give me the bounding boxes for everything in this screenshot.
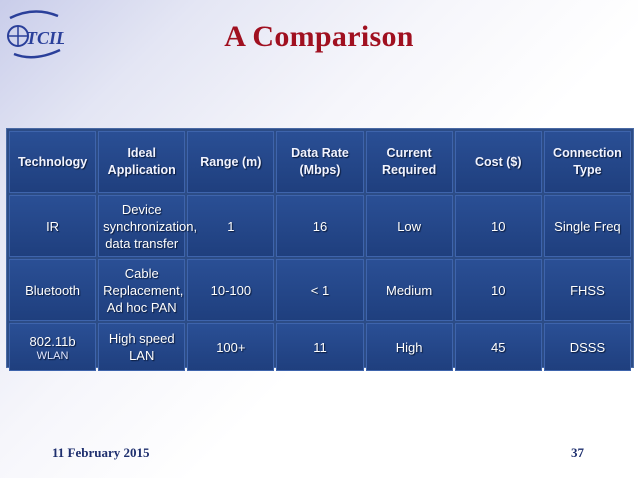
cell-technology: Bluetooth [9, 259, 97, 321]
cell-connection: Single Freq [543, 195, 631, 257]
cell-cost: 45 [454, 323, 542, 371]
cell-technology: IR [9, 195, 97, 257]
logo-text: TCIL [26, 28, 64, 48]
cell-cost: 10 [454, 195, 542, 257]
cell-range: 10-100 [187, 259, 275, 321]
header-cost: Cost ($) [454, 131, 542, 193]
page-number: 37 [571, 445, 584, 460]
cell-current: High [365, 323, 453, 371]
cell-rate: 16 [276, 195, 364, 257]
cell-rate: < 1 [276, 259, 364, 321]
cell-connection: FHSS [543, 259, 631, 321]
table-row: IR Device synchronization, data transfer… [9, 195, 631, 257]
footer-date: 11 February 2015 [52, 445, 150, 460]
header-technology: Technology [9, 131, 97, 193]
cell-connection: DSSS [543, 323, 631, 371]
cell-application: Device synchronization, data transfer [98, 195, 197, 257]
cell-cost: 10 [454, 259, 542, 321]
cell-current: Low [365, 195, 453, 257]
cell-technology: 802.11b WLAN [9, 323, 97, 371]
table-row: Bluetooth Cable Replacement, Ad hoc PAN … [9, 259, 631, 321]
header-rate: Data Rate (Mbps) [276, 131, 364, 193]
slide-title: A Comparison [224, 20, 414, 53]
cell-current: Medium [365, 259, 453, 321]
header-application: Ideal Application [98, 131, 186, 193]
cell-application: Cable Replacement, Ad hoc PAN [98, 259, 186, 321]
cell-technology-sub: WLAN [36, 349, 69, 362]
tcil-logo-icon: TCIL [7, 10, 64, 59]
comparison-table: Technology Ideal Application Range (m) D… [6, 128, 634, 371]
cell-application: High speed LAN [98, 323, 186, 371]
cell-range: 1 [187, 195, 275, 257]
header-range: Range (m) [187, 131, 275, 193]
cell-technology-main: 802.11b [29, 333, 76, 349]
cell-range: 100+ [187, 323, 275, 371]
tcil-logo: TCIL [4, 2, 64, 62]
table-row: 802.11b WLAN High speed LAN 100+ 11 High… [9, 323, 631, 371]
header-current: Current Required [365, 131, 453, 193]
cell-rate: 11 [276, 323, 364, 371]
header-connection: Connection Type [543, 131, 631, 193]
table-header-row: Technology Ideal Application Range (m) D… [9, 131, 631, 193]
